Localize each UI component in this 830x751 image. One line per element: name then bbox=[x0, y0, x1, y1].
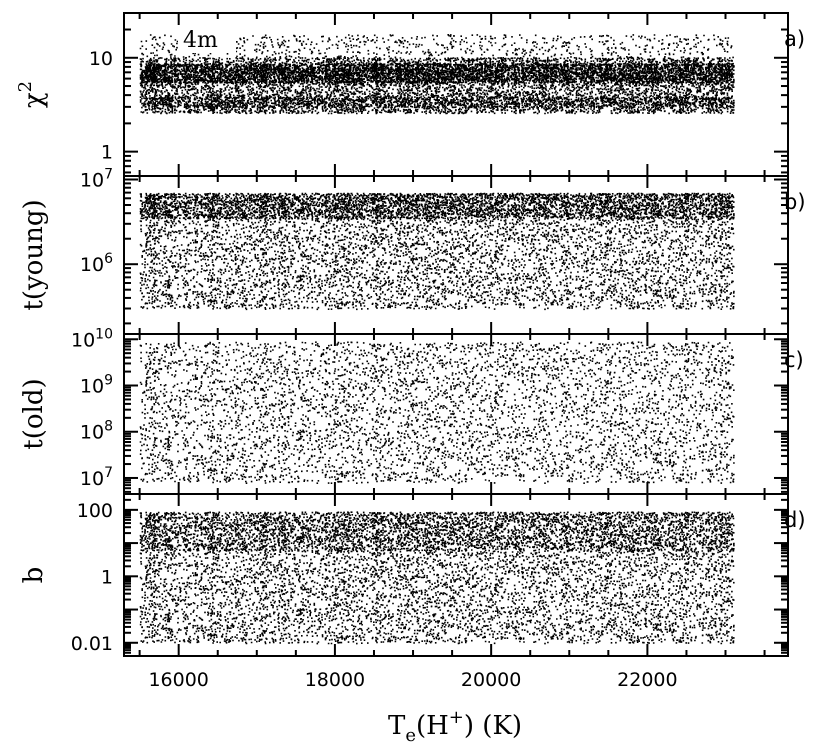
annotation-backdrop bbox=[178, 27, 236, 53]
panel-label: b) bbox=[784, 190, 806, 214]
scatter-points-panel-3 bbox=[139, 341, 735, 484]
scatter-points-panel-1 bbox=[139, 34, 735, 115]
y-tick-label: 0.01 bbox=[71, 633, 113, 655]
axes-frame-layer bbox=[123, 12, 789, 657]
y-tick-label: 1010 bbox=[71, 326, 113, 351]
panel-frame-4 bbox=[123, 493, 789, 657]
y-axis-title: χ2 bbox=[15, 81, 49, 108]
y-tick-label: 100 bbox=[77, 500, 113, 522]
x-tick-label: 18000 bbox=[305, 669, 365, 691]
scatter-points-panel-2 bbox=[139, 192, 735, 311]
annotation-label: 4m bbox=[183, 28, 218, 53]
text-layer: 1 10 a) χ2 4m 106 107 b) t(young) 107 108 109 1010 c)… bbox=[15, 27, 806, 746]
y-tick-label: 1 bbox=[101, 566, 113, 588]
y-axis-title: t(old) bbox=[19, 378, 49, 449]
panel-label: a) bbox=[784, 27, 805, 51]
y-tick-label: 107 bbox=[80, 465, 113, 490]
y-tick-label: 107 bbox=[80, 167, 113, 192]
y-axis-title: b bbox=[19, 567, 49, 584]
panel-label: d) bbox=[784, 508, 806, 532]
y-axis-title: t(young) bbox=[19, 199, 49, 310]
y-tick-label: 1 bbox=[101, 142, 113, 164]
y-tick-label: 106 bbox=[80, 251, 113, 276]
x-axis-title: Te(H+) (K) bbox=[388, 707, 522, 746]
scatter-points-panel-4 bbox=[139, 511, 735, 645]
scatter-points-layer bbox=[139, 34, 735, 645]
x-tick-label: 22000 bbox=[617, 669, 677, 691]
y-tick-label: 10 bbox=[89, 48, 113, 70]
x-tick-label: 16000 bbox=[148, 669, 208, 691]
panel-label: c) bbox=[784, 348, 804, 372]
y-tick-label: 108 bbox=[80, 419, 113, 444]
y-tick-label: 109 bbox=[80, 373, 113, 398]
x-tick-label: 20000 bbox=[461, 669, 521, 691]
